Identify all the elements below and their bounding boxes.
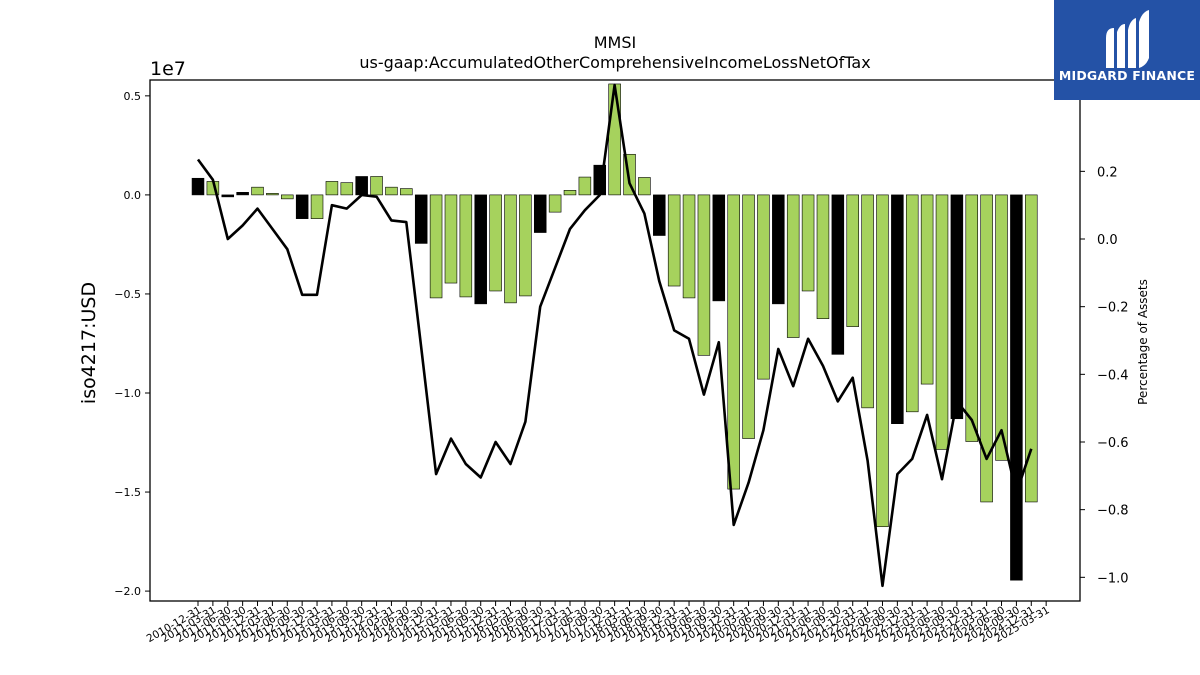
bar-2024-12-31 bbox=[1025, 194, 1038, 503]
bar-2024-09-30 bbox=[1010, 194, 1023, 581]
bar-2011-12-31 bbox=[251, 186, 264, 196]
bar-2017-03-31 bbox=[563, 190, 577, 196]
y2-tick-label: −0.2 bbox=[1097, 301, 1129, 316]
bar-2014-03-31 bbox=[385, 186, 398, 196]
bar-2012-12-31 bbox=[310, 194, 324, 219]
bar-2020-12-31 bbox=[786, 194, 800, 338]
bar-2021-12-31 bbox=[846, 194, 859, 327]
chart-subtitle: us-gaap:AccumulatedOtherComprehensiveInc… bbox=[359, 53, 870, 72]
bar-2013-12-31 bbox=[370, 176, 383, 196]
y-tick-label: 0.5 bbox=[124, 90, 142, 103]
bar-2019-03-31 bbox=[682, 194, 696, 299]
y-tick-label: −0.5 bbox=[114, 288, 141, 301]
bar-2021-03-31 bbox=[801, 194, 815, 292]
bar-2014-12-31 bbox=[429, 194, 443, 299]
bar-2019-09-30 bbox=[712, 194, 726, 302]
bar-2024-06-30 bbox=[995, 194, 1008, 461]
bar-2011-06-30 bbox=[221, 194, 235, 198]
midgard-finance-logo: MIDGARD FINANCE bbox=[1054, 0, 1200, 100]
logo-mark-icon bbox=[1106, 10, 1149, 68]
bar-2012-09-30 bbox=[295, 194, 309, 219]
bar-2015-12-31 bbox=[489, 194, 502, 292]
bar-2022-03-31 bbox=[861, 194, 874, 409]
y2-axis-label: Percentage of Assets bbox=[1136, 279, 1150, 405]
y2-tick-label: −0.6 bbox=[1097, 436, 1129, 451]
bar-2022-06-30 bbox=[876, 194, 889, 528]
bar-2015-06-30 bbox=[459, 194, 473, 298]
bar-2014-06-30 bbox=[400, 188, 413, 196]
y2-tick-label: −1.0 bbox=[1097, 571, 1129, 586]
y-tick-label: 0.0 bbox=[124, 189, 142, 202]
bar-2013-06-30 bbox=[340, 182, 354, 196]
bar-2021-09-30 bbox=[831, 194, 845, 355]
line-group bbox=[196, 83, 1033, 588]
bar-2010-12-31 bbox=[191, 177, 205, 196]
y-offset-label: 1e7 bbox=[150, 58, 186, 80]
y2-tick-label: −0.8 bbox=[1097, 504, 1129, 519]
y-tick-label: −1.0 bbox=[114, 387, 141, 400]
bar-2016-03-31 bbox=[504, 194, 517, 304]
bar-2016-06-30 bbox=[519, 194, 532, 297]
y-axis-label: iso4217:USD bbox=[78, 282, 100, 404]
y-tick-label: −1.5 bbox=[114, 486, 141, 499]
bar-group bbox=[191, 83, 1038, 581]
bar-2017-12-31 bbox=[608, 83, 621, 196]
bar-2015-09-30 bbox=[474, 194, 487, 305]
bar-2012-03-31 bbox=[266, 193, 279, 196]
y2-tick-label: 0.0 bbox=[1097, 233, 1118, 248]
bar-2021-06-30 bbox=[816, 194, 830, 320]
chart-title: MMSI bbox=[594, 33, 636, 52]
asset-percentage-line bbox=[196, 83, 1033, 588]
bar-2019-06-30 bbox=[697, 194, 711, 356]
bar-2017-06-30 bbox=[578, 176, 592, 196]
bar-2020-03-31 bbox=[742, 194, 755, 439]
bar-2014-09-30 bbox=[414, 194, 428, 244]
bar-2011-09-30 bbox=[236, 192, 249, 196]
bar-2018-03-31 bbox=[623, 153, 636, 196]
bar-2022-09-30 bbox=[891, 194, 904, 425]
bar-2023-03-31 bbox=[920, 194, 934, 385]
bar-2013-03-31 bbox=[325, 181, 339, 196]
bar-2013-09-30 bbox=[355, 176, 368, 196]
bar-2022-12-31 bbox=[905, 194, 919, 413]
bar-2015-03-31 bbox=[444, 194, 458, 284]
bar-2018-06-30 bbox=[638, 177, 651, 196]
bar-2023-09-30 bbox=[950, 194, 964, 420]
bar-2024-03-31 bbox=[980, 194, 993, 503]
y2-tick-label: 0.2 bbox=[1097, 165, 1118, 180]
bar-2016-12-31 bbox=[548, 194, 562, 213]
bar-2016-09-30 bbox=[533, 194, 547, 233]
y2-tick-label: −0.4 bbox=[1097, 368, 1129, 383]
bar-2019-12-31 bbox=[727, 194, 740, 490]
bar-2023-06-30 bbox=[935, 194, 949, 450]
bar-2018-09-30 bbox=[653, 194, 666, 236]
bar-2020-09-30 bbox=[772, 194, 785, 305]
bar-2018-12-31 bbox=[667, 194, 681, 287]
y-tick-label: −2.0 bbox=[114, 585, 141, 598]
logo-text: MIDGARD FINANCE bbox=[1058, 68, 1196, 83]
bar-2020-06-30 bbox=[757, 194, 770, 380]
axes-group: 0.5 0.0 −0.5 −1.0 −1.5 −2.0 0.2 0.0 −0.2 −0.4 −0.6… bbox=[114, 79, 1129, 645]
bar-2023-12-31 bbox=[965, 194, 979, 442]
bar-2012-06-30 bbox=[281, 194, 294, 200]
